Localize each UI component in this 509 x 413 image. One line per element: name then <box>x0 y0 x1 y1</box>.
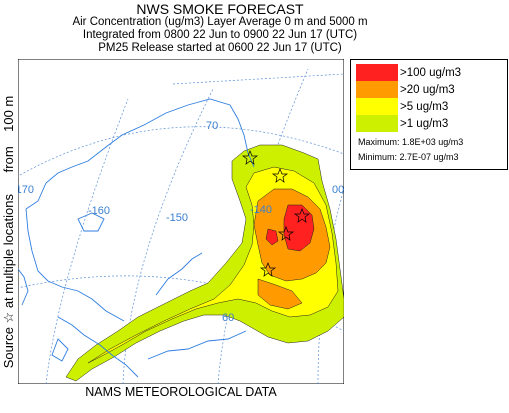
legend-swatch <box>356 64 398 81</box>
integration-period: Integrated from 0800 22 Jun to 0900 22 J… <box>82 29 358 41</box>
lat-label-70: 70 <box>206 120 218 132</box>
from-label: from <box>1 146 16 173</box>
source-star <box>241 150 259 165</box>
source-star <box>277 226 295 241</box>
smoke-plume <box>65 144 344 382</box>
source-markers <box>241 150 311 277</box>
legend-label: >100 ug/m3 <box>400 66 462 79</box>
lon-label-160: -160 <box>88 205 110 217</box>
legend-row: >5 ug/m3 <box>356 98 448 115</box>
source-star <box>271 168 289 183</box>
legend-row: >1 ug/m3 <box>356 115 448 132</box>
lat-label-60: 60 <box>222 312 234 324</box>
legend-row: >100 ug/m3 <box>356 64 461 81</box>
lat-label-00: 00 <box>332 184 344 196</box>
coastline <box>18 98 255 378</box>
data-source-footer: NAMS METEOROLOGICAL DATA <box>85 385 277 399</box>
legend-row: >20 ug/m3 <box>356 81 455 98</box>
minimum-value: Minimum: 2.7E-07 ug/m3 <box>358 152 459 162</box>
locations-label: at multiple locations <box>1 194 16 309</box>
source-star <box>293 208 311 223</box>
map-title: NWS SMOKE FORECAST <box>136 1 304 17</box>
legend-swatch <box>356 98 398 115</box>
lon-label-170: -170 <box>18 184 34 196</box>
lon-label-150: -150 <box>166 212 188 224</box>
concentration-subtitle: Air Concentration (ug/m3) Layer Average … <box>72 16 368 28</box>
plume-over-20-b <box>257 278 303 310</box>
lon-label-140: -140 <box>250 204 272 216</box>
maximum-value: Maximum: 1.8E+03 ug/m3 <box>358 137 464 147</box>
legend: >100 ug/m3 >20 ug/m3 >5 ug/m3 >1 ug/m3 M… <box>350 59 508 170</box>
height-label: 100 m <box>1 95 16 132</box>
release-start: PM25 Release started at 0600 22 Jun 17 (… <box>98 42 342 54</box>
source-star <box>259 262 277 277</box>
source-side-label: Source ☆ at multiple locations from 100 … <box>1 51 17 413</box>
plume-over-100-b <box>265 228 279 246</box>
legend-swatch <box>356 81 398 98</box>
source-label: Source ☆ <box>1 311 16 369</box>
legend-label: >20 ug/m3 <box>400 83 455 96</box>
legend-swatch <box>356 115 398 132</box>
plume-over-100 <box>283 204 315 252</box>
smoke-map: -170 -160 -150 -140 70 60 00 <box>18 59 344 384</box>
legend-label: >1 ug/m3 <box>400 117 449 130</box>
legend-label: >5 ug/m3 <box>400 100 449 113</box>
